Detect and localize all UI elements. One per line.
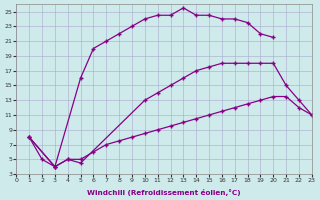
X-axis label: Windchill (Refroidissement éolien,°C): Windchill (Refroidissement éolien,°C) bbox=[87, 189, 241, 196]
